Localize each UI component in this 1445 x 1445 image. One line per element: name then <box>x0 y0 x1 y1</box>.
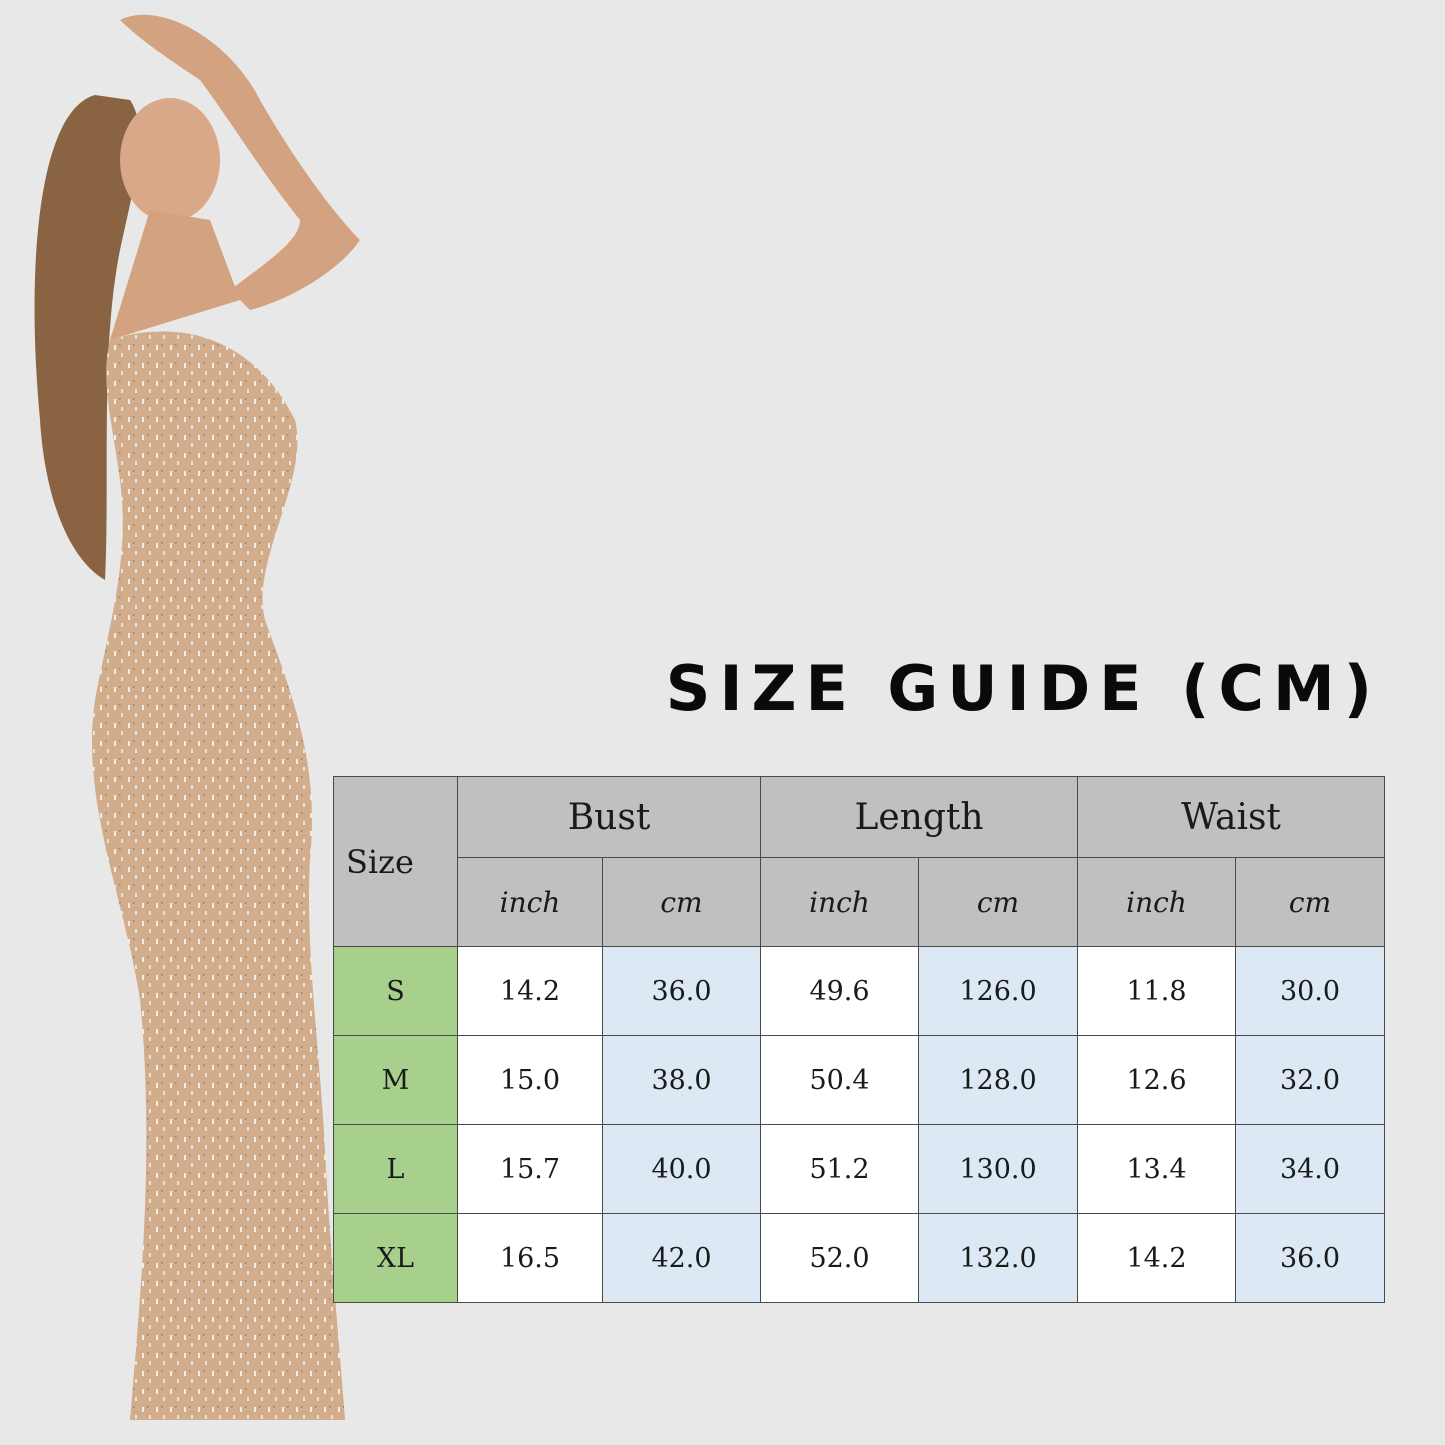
group-header-bust: Bust <box>457 776 761 858</box>
value-cell: 36.0 <box>1234 1213 1386 1303</box>
value-cell: 32.0 <box>1234 1035 1386 1125</box>
unit-header: inch <box>1077 857 1236 947</box>
group-header-waist: Waist <box>1076 776 1386 858</box>
size-cell: L <box>333 1124 458 1214</box>
value-cell: 130.0 <box>918 1124 1078 1214</box>
unit-header: cm <box>918 857 1078 947</box>
value-cell: 38.0 <box>602 1035 761 1125</box>
value-cell: 34.0 <box>1234 1124 1386 1214</box>
unit-header: cm <box>602 857 761 947</box>
unit-header: cm <box>1234 857 1386 947</box>
value-cell: 50.4 <box>760 1035 919 1125</box>
size-cell: XL <box>333 1213 458 1303</box>
value-cell: 42.0 <box>602 1213 761 1303</box>
size-cell: M <box>333 1035 458 1125</box>
value-cell: 15.7 <box>457 1124 603 1214</box>
table-row: M 15.0 38.0 50.4 128.0 12.6 32.0 <box>333 1035 1386 1125</box>
header-row-groups: Size Bust Length Waist <box>333 776 1386 947</box>
table-row: L 15.7 40.0 51.2 130.0 13.4 34.0 <box>333 1124 1386 1214</box>
value-cell: 51.2 <box>760 1124 919 1214</box>
value-cell: 36.0 <box>602 946 761 1036</box>
value-cell: 14.2 <box>1077 1213 1236 1303</box>
value-cell: 40.0 <box>602 1124 761 1214</box>
unit-header: inch <box>457 857 603 947</box>
group-header-length: Length <box>760 776 1078 858</box>
value-cell: 128.0 <box>918 1035 1078 1125</box>
value-cell: 126.0 <box>918 946 1078 1036</box>
value-cell: 30.0 <box>1234 946 1386 1036</box>
size-header: Size <box>333 776 458 947</box>
size-chart-table: Size Bust Length Waist inch cm inch cm i… <box>333 776 1386 1303</box>
value-cell: 132.0 <box>918 1213 1078 1303</box>
size-guide-title: SIZE GUIDE (CM) <box>665 652 1381 725</box>
value-cell: 11.8 <box>1077 946 1236 1036</box>
header-row-units: inch cm inch cm inch cm <box>334 857 1386 947</box>
table-row: S 14.2 36.0 49.6 126.0 11.8 30.0 <box>333 946 1386 1036</box>
value-cell: 15.0 <box>457 1035 603 1125</box>
value-cell: 14.2 <box>457 946 603 1036</box>
value-cell: 52.0 <box>760 1213 919 1303</box>
size-cell: S <box>333 946 458 1036</box>
value-cell: 49.6 <box>760 946 919 1036</box>
value-cell: 13.4 <box>1077 1124 1236 1214</box>
unit-header: inch <box>760 857 919 947</box>
model-photo <box>34 14 360 1420</box>
table-row: XL 16.5 42.0 52.0 132.0 14.2 36.0 <box>333 1213 1386 1303</box>
value-cell: 12.6 <box>1077 1035 1236 1125</box>
value-cell: 16.5 <box>457 1213 603 1303</box>
